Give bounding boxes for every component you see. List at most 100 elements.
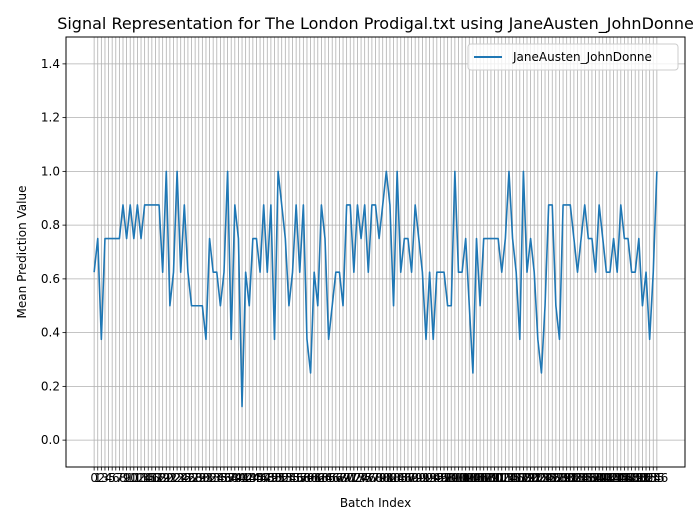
x-tick-label: 114 (494, 471, 517, 485)
x-tick-label: 39 (227, 471, 242, 485)
x-tick-label: 36 (216, 471, 231, 485)
x-tick-label: 88 (404, 471, 419, 485)
x-tick-label: 1 (94, 471, 102, 485)
x-tick-label: 155 (642, 471, 665, 485)
x-tick-label: 72 (346, 471, 361, 485)
x-tick-label: 45 (249, 471, 264, 485)
chart-title: Signal Representation for The London Pro… (57, 14, 694, 34)
x-tick-label: 122 (523, 471, 546, 485)
x-tick-label: 144 (602, 471, 625, 485)
x-tick-label: 107 (469, 471, 492, 485)
x-tick-label: 103 (454, 471, 477, 485)
x-tick-label: 83 (386, 471, 401, 485)
x-tick-label: 21 (162, 471, 177, 485)
x-tick-label: 94 (426, 471, 441, 485)
x-tick-label: 95 (429, 471, 444, 485)
x-tick-label: 53 (278, 471, 293, 485)
x-tick-label: 34 (209, 471, 224, 485)
x-axis: 0123456789101112131415161718192021222324… (90, 467, 668, 485)
x-tick-label: 97 (436, 471, 451, 485)
x-tick-label: 93 (422, 471, 437, 485)
x-tick-label: 18 (151, 471, 166, 485)
y-tick-label: 0.0 (41, 433, 60, 447)
x-tick-label: 142 (595, 471, 618, 485)
x-tick-label: 81 (379, 471, 394, 485)
x-tick-label: 80 (375, 471, 390, 485)
x-tick-label: 67 (328, 471, 343, 485)
x-tick-label: 17 (148, 471, 163, 485)
x-tick-label: 135 (570, 471, 593, 485)
x-tick-label: 46 (252, 471, 267, 485)
x-tick-label: 136 (573, 471, 596, 485)
x-tick-label: 71 (343, 471, 358, 485)
x-tick-label: 74 (353, 471, 368, 485)
x-tick-label: 73 (350, 471, 365, 485)
x-tick-label: 31 (198, 471, 213, 485)
y-tick-label: 0.6 (41, 272, 60, 286)
x-tick-label: 79 (371, 471, 386, 485)
x-tick-label: 75 (357, 471, 372, 485)
x-tick-label: 117 (505, 471, 528, 485)
x-tick-label: 70 (339, 471, 354, 485)
x-tick-label: 133 (562, 471, 585, 485)
x-tick-label: 43 (242, 471, 257, 485)
x-tick-label: 156 (645, 471, 668, 485)
x-tick-label: 8 (119, 471, 127, 485)
x-tick-label: 98 (440, 471, 455, 485)
x-tick-label: 148 (617, 471, 640, 485)
x-tick-label: 58 (296, 471, 311, 485)
x-tick-label: 59 (299, 471, 314, 485)
x-tick-label: 118 (508, 471, 531, 485)
y-tick-label: 0.2 (41, 379, 60, 393)
x-tick-label: 69 (335, 471, 350, 485)
x-tick-label: 132 (559, 471, 582, 485)
x-tick-label: 37 (220, 471, 235, 485)
x-tick-label: 130 (552, 471, 575, 485)
x-tick-label: 28 (187, 471, 202, 485)
x-tick-label: 82 (382, 471, 397, 485)
x-tick-label: 60 (303, 471, 318, 485)
x-tick-label: 76 (361, 471, 376, 485)
x-tick-label: 102 (451, 471, 474, 485)
x-tick-label: 4 (105, 471, 113, 485)
x-tick-label: 116 (501, 471, 524, 485)
x-tick-label: 115 (498, 471, 521, 485)
x-tick-label: 128 (544, 471, 567, 485)
x-tick-label: 6 (112, 471, 120, 485)
x-tick-label: 90 (411, 471, 426, 485)
x-tick-label: 92 (418, 471, 433, 485)
x-tick-label: 113 (490, 471, 513, 485)
x-tick-label: 33 (206, 471, 221, 485)
x-tick-label: 0 (90, 471, 98, 485)
x-tick-label: 32 (202, 471, 217, 485)
x-tick-label: 145 (606, 471, 629, 485)
x-tick-label: 89 (408, 471, 423, 485)
x-tick-label: 40 (231, 471, 246, 485)
x-tick-label: 50 (267, 471, 282, 485)
x-tick-label: 13 (133, 471, 148, 485)
x-tick-label: 112 (487, 471, 510, 485)
x-tick-label: 51 (270, 471, 285, 485)
x-tick-label: 109 (476, 471, 499, 485)
x-tick-label: 63 (314, 471, 329, 485)
legend-box (467, 43, 679, 71)
x-tick-label: 99 (444, 471, 459, 485)
x-tick-label: 151 (627, 471, 650, 485)
x-tick-label: 77 (364, 471, 379, 485)
x-tick-label: 150 (624, 471, 647, 485)
x-tick-label: 42 (238, 471, 253, 485)
x-tick-label: 87 (400, 471, 415, 485)
x-tick-label: 16 (144, 471, 159, 485)
x-tick-label: 108 (472, 471, 495, 485)
x-tick-label: 121 (519, 471, 542, 485)
legend-entry: JaneAusten_JohnDonne (512, 50, 652, 64)
x-tick-label: 137 (577, 471, 600, 485)
x-tick-label: 127 (541, 471, 564, 485)
x-tick-label: 96 (433, 471, 448, 485)
x-tick-label: 22 (166, 471, 181, 485)
x-tick-label: 105 (461, 471, 484, 485)
x-tick-label: 7 (116, 471, 124, 485)
x-tick-label: 5 (108, 471, 116, 485)
series-layer (93, 170, 658, 408)
